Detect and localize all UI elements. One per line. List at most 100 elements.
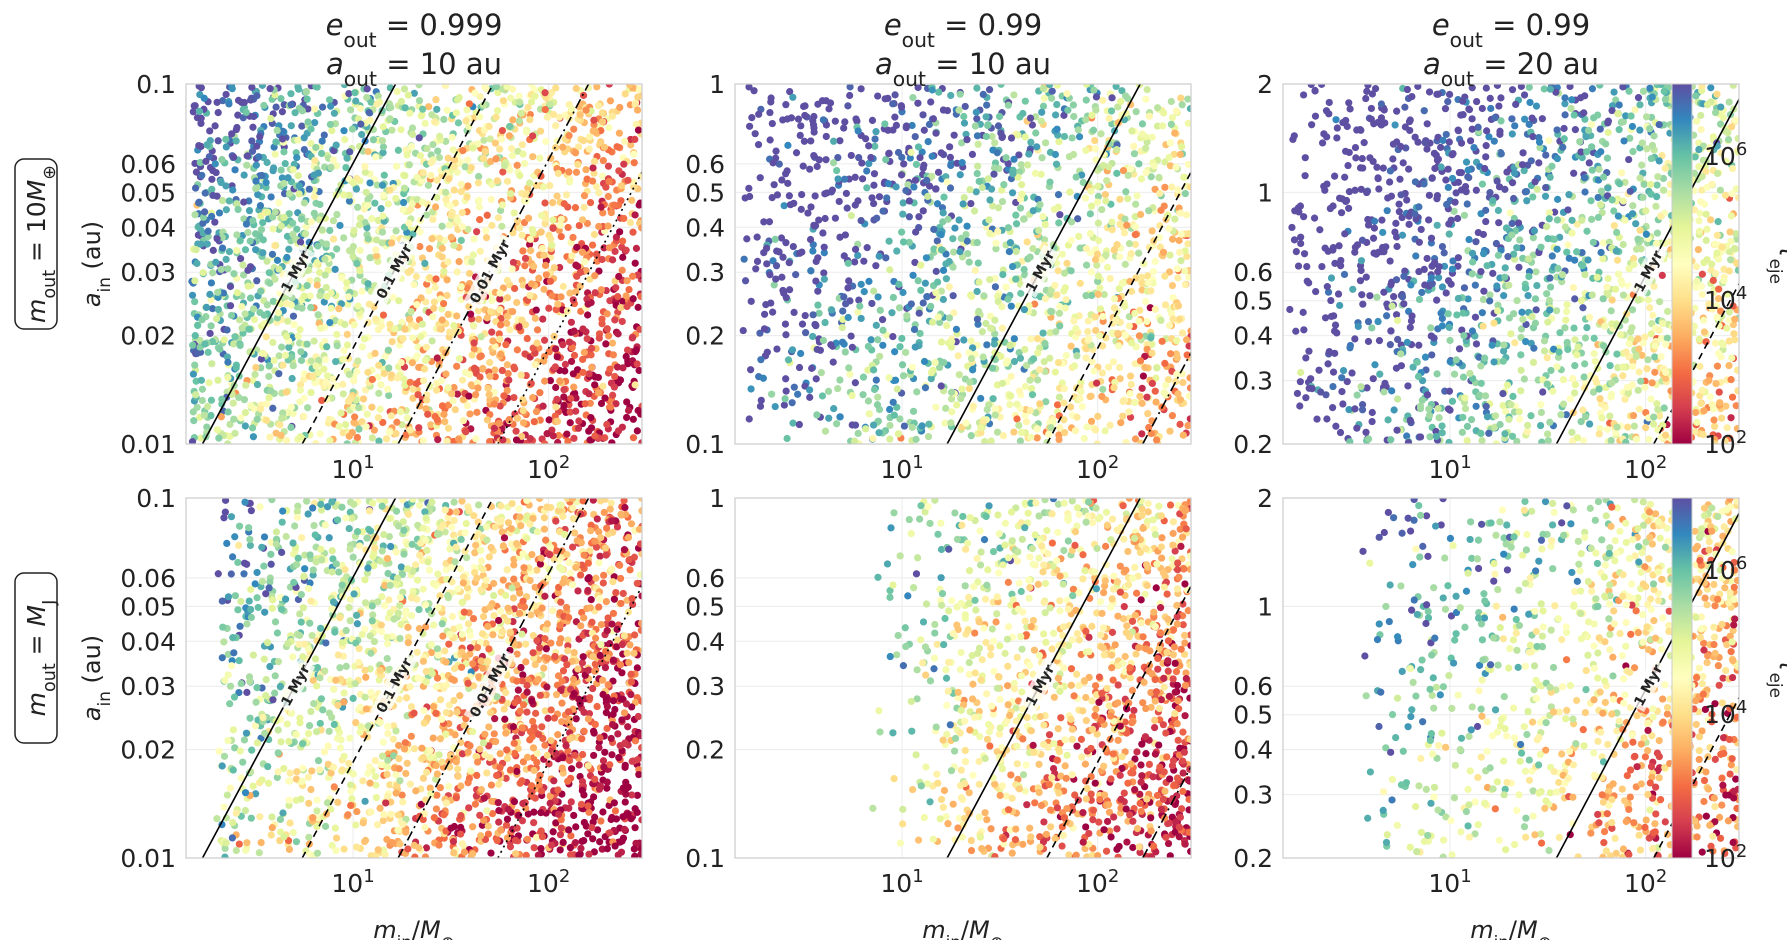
data-point	[350, 321, 358, 329]
data-point	[429, 140, 437, 149]
data-point	[1029, 207, 1037, 215]
data-point	[1068, 134, 1076, 142]
data-point	[1004, 295, 1012, 303]
data-point	[753, 233, 761, 241]
data-point	[1493, 282, 1501, 290]
data-point	[1590, 350, 1598, 358]
data-point	[434, 436, 442, 444]
data-point	[427, 159, 435, 167]
data-point	[911, 132, 919, 141]
data-point	[529, 344, 537, 352]
data-point	[927, 98, 935, 106]
data-point	[287, 90, 295, 98]
data-point	[532, 181, 540, 190]
y-tick-label: 0.1	[136, 70, 176, 99]
data-point	[450, 163, 458, 171]
data-point	[399, 198, 408, 207]
data-point	[796, 131, 804, 139]
data-point	[1142, 169, 1150, 177]
data-point	[1126, 413, 1135, 421]
data-point	[341, 320, 349, 329]
data-point	[580, 348, 588, 357]
data-point	[206, 290, 214, 298]
data-point	[589, 127, 597, 135]
x-tick-labels: 101 102	[331, 452, 570, 485]
data-point	[284, 174, 292, 182]
data-point	[972, 108, 980, 116]
data-point	[1447, 280, 1455, 288]
data-point	[333, 245, 341, 253]
data-point	[919, 207, 927, 215]
data-point	[487, 195, 495, 204]
data-point	[783, 115, 792, 123]
data-point	[1450, 207, 1458, 215]
data-point	[559, 143, 567, 151]
data-point	[203, 423, 211, 431]
data-point	[548, 292, 556, 300]
data-point	[821, 214, 829, 223]
data-point	[794, 390, 802, 398]
data-point	[192, 168, 201, 176]
data-point	[192, 246, 200, 254]
data-point	[1168, 183, 1176, 191]
data-point	[1147, 334, 1155, 342]
data-point	[353, 433, 362, 442]
data-point	[1094, 182, 1102, 190]
data-point	[1026, 114, 1035, 122]
data-point	[283, 232, 292, 240]
data-point	[1444, 98, 1452, 106]
data-point	[958, 139, 966, 147]
data-point	[851, 245, 860, 253]
data-point	[519, 419, 528, 427]
data-point	[433, 176, 441, 184]
data-point	[469, 251, 477, 259]
data-point	[586, 198, 595, 207]
data-point	[1172, 377, 1180, 386]
data-point	[207, 322, 215, 330]
data-point	[1015, 421, 1023, 429]
data-point	[898, 361, 907, 369]
data-point	[511, 365, 519, 373]
data-point	[1067, 267, 1075, 275]
data-point	[831, 214, 840, 222]
data-point	[392, 429, 400, 438]
data-point	[808, 364, 816, 372]
data-point	[955, 216, 963, 224]
data-point	[1096, 332, 1104, 340]
data-point	[879, 207, 887, 215]
data-point	[546, 181, 554, 190]
data-point	[526, 179, 534, 187]
data-point	[265, 269, 273, 277]
data-point	[767, 390, 776, 398]
data-point	[1031, 169, 1040, 177]
data-point	[378, 228, 387, 236]
data-point	[300, 412, 308, 421]
data-point	[303, 340, 311, 348]
data-point	[1168, 114, 1177, 122]
data-point	[859, 391, 867, 399]
data-point	[935, 363, 944, 372]
data-point	[1173, 354, 1181, 362]
data-point	[1051, 111, 1060, 119]
data-point	[1433, 296, 1441, 304]
data-point	[495, 330, 503, 338]
data-point	[1113, 241, 1121, 249]
data-point	[426, 274, 434, 282]
data-point	[1091, 136, 1099, 145]
data-point	[377, 381, 385, 389]
data-point	[340, 347, 348, 355]
data-point	[934, 278, 942, 286]
data-point	[1619, 118, 1627, 126]
data-point	[492, 113, 500, 121]
data-point	[200, 411, 208, 419]
data-point	[591, 381, 599, 389]
data-point	[489, 337, 497, 345]
data-point	[1093, 440, 1101, 444]
data-point	[872, 376, 880, 384]
data-point	[1181, 189, 1189, 198]
data-point	[448, 133, 456, 141]
data-point	[455, 257, 463, 266]
data-point	[574, 143, 583, 151]
data-point	[241, 422, 249, 430]
data-point	[1130, 142, 1138, 150]
